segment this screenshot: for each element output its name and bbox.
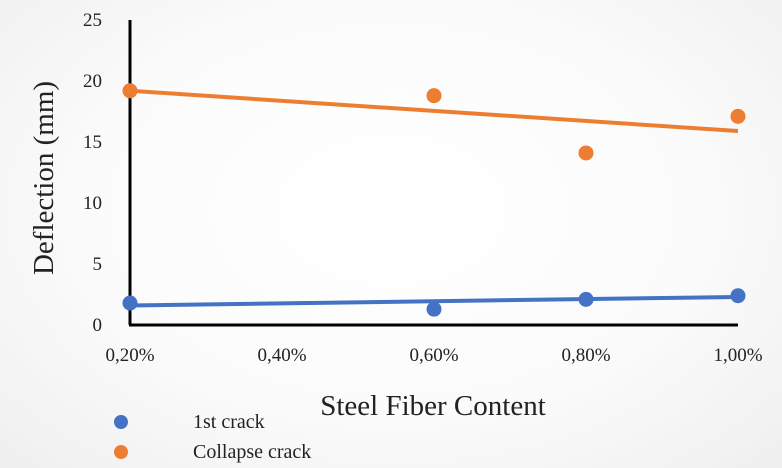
x-tick-label: 0,40% (257, 345, 306, 366)
y-tick-label: 5 (93, 254, 103, 275)
x-tick-label: 0,20% (105, 345, 154, 366)
axes (128, 20, 738, 327)
x-tick-label: 0,60% (409, 345, 458, 366)
legend: 1st crack Collapse crack (114, 411, 311, 463)
data-point-first-crack (122, 295, 138, 311)
trendlines (129, 88, 739, 308)
x-tick-label: 0,80% (561, 345, 610, 366)
x-tick-label: 1,00% (713, 345, 762, 366)
data-point-first-crack (426, 301, 442, 317)
data-point-collapse-crack (122, 83, 138, 99)
y-tick-label: 15 (83, 132, 102, 153)
y-tick-label: 10 (83, 193, 102, 214)
legend-label: Collapse crack (193, 441, 311, 463)
x-tick-labels: 0,20% 0,40% 0,60% 0,80% 1,00% (105, 345, 762, 366)
data-point-collapse-crack (578, 145, 594, 161)
data-point-collapse-crack (426, 88, 442, 104)
y-axis-title: Deflection (mm) (28, 81, 60, 275)
legend-label: 1st crack (193, 411, 265, 433)
trendline-first-crack (129, 294, 739, 308)
legend-marker (114, 445, 128, 459)
y-tick-label: 20 (83, 71, 102, 92)
y-tick-labels: 0 5 10 15 20 25 (83, 10, 102, 336)
data-point-first-crack (578, 291, 594, 307)
legend-marker (114, 415, 128, 429)
y-tick-label: 25 (83, 10, 102, 31)
data-points (122, 83, 746, 317)
x-axis-title: Steel Fiber Content (320, 390, 546, 422)
data-point-collapse-crack (730, 108, 746, 124)
data-point-first-crack (730, 288, 746, 304)
trendline-collapse-crack (129, 88, 739, 134)
y-tick-label: 0 (93, 315, 103, 336)
